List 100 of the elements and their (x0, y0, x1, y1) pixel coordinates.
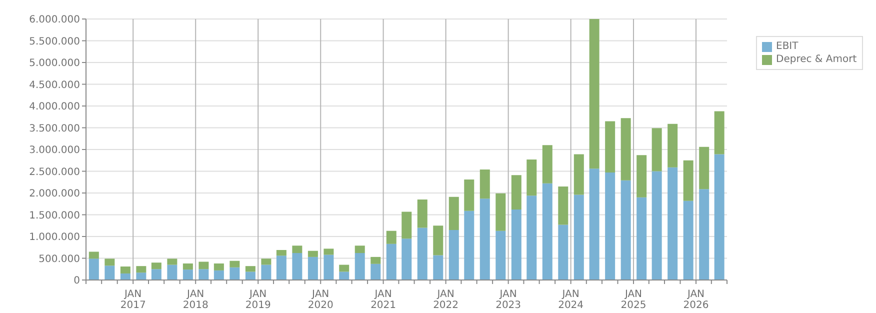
bar (589, 168, 600, 280)
bar (324, 248, 334, 255)
bar (120, 266, 130, 274)
bar (464, 210, 474, 280)
bar (214, 263, 224, 270)
bar (683, 160, 694, 201)
bar (448, 196, 459, 230)
bar (652, 128, 662, 172)
bar (683, 200, 694, 280)
y-tick-label: 2.500.000 (29, 166, 80, 178)
x-tick-label: JAN 2023 (496, 289, 522, 311)
legend-label: EBIT (776, 40, 798, 53)
bar (167, 264, 178, 280)
y-tick-label: 6.000.000 (29, 14, 80, 26)
x-tick-label: JAN 2026 (683, 289, 709, 311)
bar (496, 230, 506, 280)
bar (261, 264, 272, 280)
bar (276, 256, 286, 280)
bar (402, 212, 412, 239)
bar (714, 154, 724, 280)
bar (261, 258, 272, 265)
bar (276, 250, 286, 256)
bar (574, 154, 584, 195)
bar (480, 170, 490, 199)
bar (151, 262, 162, 270)
bar (182, 270, 193, 280)
y-tick-label: 4.500.000 (29, 80, 80, 91)
bar (120, 273, 130, 280)
bar (636, 155, 647, 198)
y-tick-label: 500.000 (38, 254, 80, 265)
x-tick-label: JAN 2019 (245, 289, 271, 311)
bar (417, 228, 428, 280)
bar (526, 196, 537, 280)
y-tick-label: 1.000.000 (29, 232, 80, 244)
bar (620, 118, 631, 180)
bar (370, 264, 381, 280)
bar (136, 272, 146, 280)
bar (574, 194, 584, 280)
bar (292, 246, 302, 254)
y-tick-label: 3.000.000 (29, 145, 80, 156)
bar (433, 255, 444, 280)
bar (636, 197, 647, 280)
bar (245, 266, 256, 272)
legend-label: Deprec & Amort (776, 53, 857, 66)
bar (402, 238, 412, 280)
bar (308, 250, 318, 257)
bar (339, 272, 350, 280)
bar (339, 264, 350, 272)
bar (136, 266, 146, 273)
bar (245, 272, 256, 280)
y-tick-label: 3.500.000 (29, 123, 80, 134)
bar (605, 172, 616, 280)
bar (511, 210, 522, 280)
bar (668, 124, 678, 168)
x-tick-label: JAN 2017 (120, 289, 146, 311)
x-tick-label: JAN 2018 (182, 289, 208, 311)
y-tick-label: 0 (74, 276, 80, 287)
bar (496, 193, 506, 231)
x-tick-label: JAN 2021 (370, 289, 396, 311)
bar (448, 230, 459, 280)
bar (198, 269, 209, 280)
x-tick-label: JAN 2022 (433, 289, 459, 311)
bar (151, 269, 162, 280)
bar (230, 267, 240, 280)
bar (167, 258, 178, 265)
y-tick-label: 4.000.000 (29, 102, 80, 113)
bar (511, 175, 522, 210)
bar (292, 253, 302, 280)
bar (417, 200, 428, 228)
bar (324, 254, 334, 280)
bar (386, 244, 396, 280)
bar (354, 246, 365, 254)
y-tick-label: 1.500.000 (29, 210, 80, 222)
y-tick-label: 5.500.000 (29, 36, 80, 48)
bar (652, 171, 662, 280)
bar (198, 262, 209, 270)
bar (88, 252, 99, 259)
bar (386, 230, 396, 244)
bar (558, 186, 568, 225)
bar (558, 224, 568, 280)
bar (526, 160, 537, 196)
bar (620, 180, 631, 280)
y-tick-label: 5.000.000 (29, 58, 80, 70)
bar (605, 121, 616, 173)
bar (104, 266, 115, 280)
bar (182, 263, 193, 270)
bar (308, 256, 318, 280)
bar (589, 19, 600, 169)
bar (88, 258, 99, 280)
bar (668, 167, 678, 280)
bar (104, 258, 115, 266)
bar (433, 226, 444, 256)
bar (354, 253, 365, 280)
x-tick-label: JAN 2024 (558, 289, 584, 311)
bar (214, 270, 224, 280)
bar (230, 260, 240, 268)
y-tick-label: 2.000.000 (29, 188, 80, 200)
x-tick-label: JAN 2025 (620, 289, 646, 311)
bar (542, 145, 552, 184)
bar (370, 256, 381, 264)
